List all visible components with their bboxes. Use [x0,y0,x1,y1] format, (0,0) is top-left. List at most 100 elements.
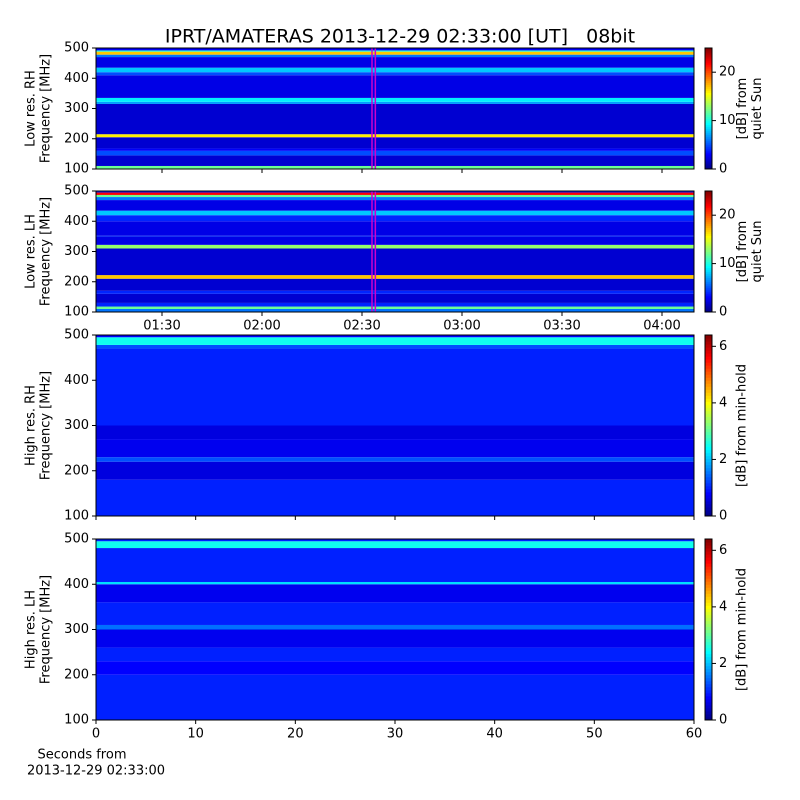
colorbar-cell [705,100,712,103]
colorbar-cell [705,199,712,202]
colorbar-cell [705,142,712,146]
colorbar-cell [705,389,712,393]
colorbar-cell [705,201,712,204]
colorbar-cell [705,557,712,561]
colorbar-cell [705,76,712,79]
colorbar-cell [705,223,712,226]
heatmap-band [96,236,694,245]
colorbar-cell [705,162,712,166]
heatmap-band [96,197,694,201]
colorbar-cell [705,211,712,214]
heatmap-band [96,54,694,58]
colorbar-cell [705,371,712,375]
colorbar-cell [705,374,712,378]
heatmap-band [96,215,694,222]
heatmap-band [96,278,694,291]
heatmap-band [96,101,694,104]
heatmap-band [96,425,694,440]
colorbar-label: quiet Sun [750,77,765,139]
colorbar-cell [705,118,712,122]
colorbar-cell [705,243,712,246]
y-tick-label: 200 [64,667,89,682]
heatmap-band [96,335,694,338]
colorbar-cell [705,446,712,451]
colorbar-cell [705,122,712,126]
y-tick-label: 400 [64,71,89,86]
colorbar-cell [705,239,712,242]
heatmap-band [96,244,694,249]
colorbar-cell [705,404,712,408]
colorbar-cell [705,581,712,585]
colorbar-tick-label: 2 [719,452,727,467]
colorbar-cell [705,695,712,700]
colorbar-cell [705,114,712,118]
colorbar-cell [705,626,712,630]
colorbar-cell [705,476,712,481]
colorbar-cell [705,289,712,293]
colorbar-cell [705,229,712,232]
colorbar-cell [705,285,712,289]
heatmap-band [96,629,694,648]
colorbar-cell [705,299,712,303]
colorbar-cell [705,247,712,250]
heatmap-band [96,235,694,237]
colorbar-tick-label: 0 [719,162,727,177]
colorbar-cell [705,70,712,73]
colorbar-cell [705,152,712,156]
colorbar-cell [705,689,712,694]
colorbar-cell [705,554,712,558]
colorbar-cell [705,80,712,83]
x-tick-label: 0 [92,727,100,742]
x-axis-label: 2013-12-29 02:33:00 [27,764,165,779]
colorbar-cell [705,279,712,283]
colorbar-cell [705,425,712,430]
colorbar-cell [705,158,712,162]
heatmap-band [96,50,694,52]
colorbar-cell [705,108,712,112]
colorbar-cell [705,443,712,448]
colorbar-cell [705,668,712,673]
colorbar-cell [705,82,712,85]
colorbar-cell [705,68,712,71]
heatmap-band [96,57,694,68]
heatmap-band [96,337,694,345]
y-tick-label: 500 [64,532,89,547]
colorbar-tick-label: 2 [719,656,727,671]
colorbar-cell [705,136,712,140]
colorbar-cell [705,599,712,603]
colorbar-tick-label: 0 [719,305,727,320]
colorbar-cell [705,422,712,426]
y-tick-label: 300 [64,244,89,259]
colorbar-cell [705,341,712,345]
colorbar-cell [705,225,712,228]
colorbar-cell [705,596,712,600]
colorbar-cell [705,707,712,712]
colorbar-cell [705,126,712,130]
colorbar-cell [705,344,712,348]
colorbar-cell [705,605,712,609]
colorbar-cell [705,207,712,210]
colorbar-tick-label: 20 [719,208,736,223]
heatmap-band [96,150,694,156]
colorbar-label: [dB] from min-hold [735,568,750,691]
colorbar-cell [705,227,712,230]
colorbar-cell [705,84,712,87]
colorbar-cell [705,235,712,238]
colorbar-cell [705,449,712,454]
y-axis-label: Frequency [MHz] [39,54,54,163]
heatmap-band [96,200,694,211]
heatmap-band [96,344,694,349]
colorbar-cell [705,144,712,148]
colorbar-cell [705,548,712,552]
colorbar-cell [705,148,712,152]
colorbar-cell [705,671,712,676]
colorbar-cell [705,98,712,101]
colorbar-cell [705,491,712,496]
heatmap-band [96,75,694,98]
heatmap-band [96,647,694,662]
y-tick-label: 200 [64,131,89,146]
colorbar-tick-label: 10 [719,256,736,271]
colorbar-cell [705,303,712,307]
heatmap-band [96,461,694,480]
colorbar-cell [705,271,712,275]
